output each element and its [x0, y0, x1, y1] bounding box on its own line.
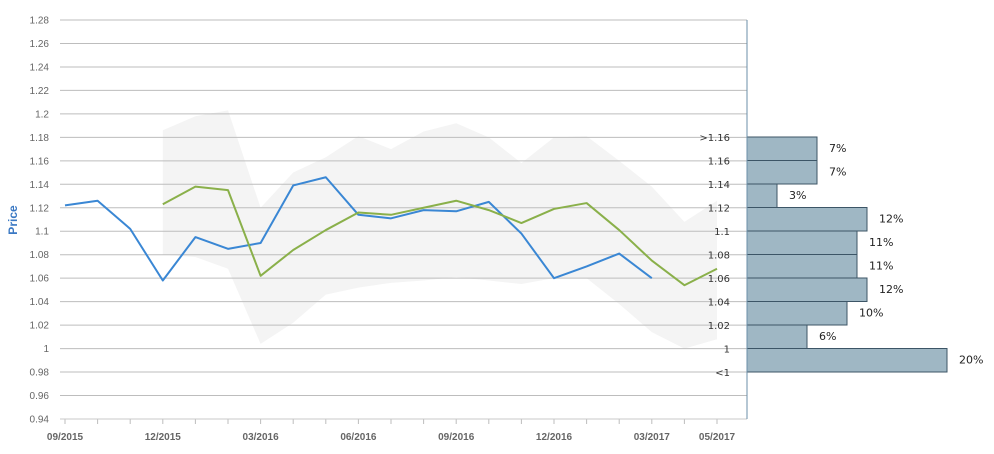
axes: 0.94 0.96 0.98 1 1.02 1.04 1.06 1.08 1.1 1.12 1.14…	[30, 16, 748, 443]
y-tick-label: 0.94	[30, 415, 50, 426]
x-tick-label: 09/2015	[47, 432, 84, 443]
y-tick-label: 1.26	[30, 39, 50, 50]
series-layer	[64, 176, 718, 287]
y-tick-label: 1.18	[30, 133, 50, 144]
distribution-bar	[746, 324, 808, 349]
distribution-bin-label: 1.04	[708, 298, 730, 309]
forecast-band	[162, 110, 718, 349]
y-tick-label: 1.2	[35, 109, 49, 120]
y-tick-label: 1.16	[30, 156, 50, 167]
distribution-bin-label: 1.06	[708, 274, 730, 285]
y-axis-title: Price	[6, 205, 20, 235]
y-tick-label: 1.02	[30, 321, 50, 332]
series-line-2	[162, 185, 718, 287]
distribution-percent-label: 20%	[959, 354, 983, 367]
distribution-percent-label: 10%	[859, 307, 883, 320]
y-tick-label: 1.22	[30, 86, 50, 97]
x-tick-label: 03/2017	[634, 432, 671, 443]
distribution-bin-label: 1.16	[708, 157, 730, 168]
distribution-bar	[746, 183, 778, 208]
distribution-bin-label: 1.12	[708, 204, 730, 215]
x-tick-label: 06/2016	[340, 432, 377, 443]
distribution-bar	[746, 207, 868, 232]
x-tick-label: 03/2016	[243, 432, 280, 443]
distribution-bar	[746, 136, 818, 161]
y-tick-label: 1	[43, 344, 49, 355]
distribution-bin-label: 1.08	[708, 251, 730, 262]
distribution-percent-label: 12%	[879, 213, 903, 226]
gridlines	[60, 19, 747, 420]
distribution-percent-label: 12%	[879, 283, 903, 296]
distribution-percent-label: 7%	[829, 142, 846, 155]
distribution-percent-label: 6%	[819, 330, 836, 343]
y-tick-label: 1.04	[30, 297, 50, 308]
y-tick-label: 1.12	[30, 203, 50, 214]
distribution-bar	[746, 230, 858, 255]
distribution-histogram: >1.16 7% 1.16 7% 1.14 3% 1.12 12% 1.1 11% 1.08 11% 1…	[699, 133, 983, 379]
forecast-band-layer	[162, 110, 718, 349]
x-tick-label: 12/2016	[536, 432, 573, 443]
distribution-bin-label: 1.14	[708, 180, 730, 191]
y-tick-label: 1.14	[30, 180, 50, 191]
distribution-bar	[746, 160, 818, 185]
distribution-bin-label: 1.02	[708, 321, 730, 332]
distribution-percent-label: 3%	[789, 189, 806, 202]
distribution-bar	[746, 254, 858, 279]
distribution-bin-label: <1	[715, 368, 730, 379]
distribution-bar	[746, 277, 868, 302]
distribution-bar	[746, 301, 848, 326]
x-tick-label: 12/2015	[145, 432, 182, 443]
distribution-percent-label: 11%	[869, 260, 893, 273]
x-tick-label: 09/2016	[438, 432, 475, 443]
y-tick-label: 1.08	[30, 250, 50, 261]
y-tick-label: 0.96	[30, 391, 50, 402]
y-tick-label: 1.06	[30, 274, 50, 285]
distribution-percent-label: 11%	[869, 236, 893, 249]
distribution-bin-label: >1.16	[699, 133, 730, 144]
x-tick-label: 05/2017	[699, 432, 736, 443]
distribution-bin-label: 1	[724, 345, 730, 356]
y-tick-label: 1.24	[30, 62, 50, 73]
y-tick-label: 1.1	[35, 227, 49, 238]
y-tick-label: 1.28	[30, 16, 50, 27]
distribution-bin-label: 1.1	[714, 227, 730, 238]
distribution-bar	[746, 348, 948, 373]
distribution-percent-label: 7%	[829, 166, 846, 179]
series-line-1	[64, 176, 653, 282]
y-tick-label: 0.98	[30, 368, 50, 379]
